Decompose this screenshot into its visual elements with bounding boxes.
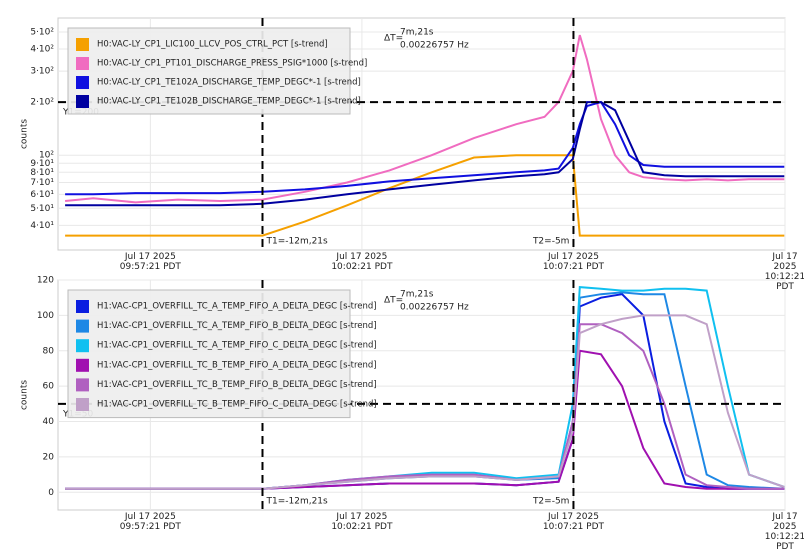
legend-swatch bbox=[76, 76, 89, 89]
legend-swatch bbox=[76, 300, 89, 313]
delta-label: ΔT= bbox=[384, 296, 403, 306]
y-tick-label: 5·10¹ bbox=[30, 204, 54, 214]
legend-swatch bbox=[76, 95, 89, 108]
y-tick-label: 20 bbox=[43, 452, 55, 462]
x-tick-label: Jul 17 2025 10:12:21 PDT bbox=[764, 512, 804, 551]
x-tick-label: Jul 17 2025 10:07:21 PDT bbox=[542, 252, 605, 272]
y-tick-label: 4·10² bbox=[30, 45, 54, 55]
cursor-label: T1=-12m,21s bbox=[265, 237, 328, 247]
y-tick-label: 3·10² bbox=[30, 67, 54, 77]
x-tick-label: Jul 17 2025 09:57:21 PDT bbox=[119, 252, 181, 272]
y-tick-label: 9·10¹ bbox=[30, 159, 54, 169]
delta-value: 7m,21s bbox=[400, 28, 434, 38]
cursor-label: T1=-12m,21s bbox=[265, 497, 328, 507]
y-tick-label: 6·10¹ bbox=[30, 190, 54, 200]
legend-swatch bbox=[76, 57, 89, 70]
cursor-label: T2=-5m bbox=[532, 497, 570, 507]
y-tick-label: 60 bbox=[43, 382, 55, 392]
series-line bbox=[65, 101, 785, 207]
legend-label: H1:VAC-CP1_OVERFILL_TC_B_TEMP_FIFO_B_DEL… bbox=[97, 380, 377, 390]
y-tick-label: 0 bbox=[48, 488, 54, 498]
series-line bbox=[65, 154, 785, 237]
x-tick-label: Jul 17 2025 09:57:21 PDT bbox=[119, 512, 181, 532]
legend-swatch bbox=[76, 398, 89, 411]
y-tick-label: 4·10¹ bbox=[30, 221, 54, 231]
legend-label: H0:VAC-LY_CP1_LIC100_LLCV_POS_CTRL_PCT [… bbox=[97, 40, 328, 50]
legend-swatch bbox=[76, 339, 89, 353]
x-tick-label: Jul 17 2025 10:12:21 PDT bbox=[764, 252, 804, 292]
legend-label: H1:VAC-CP1_OVERFILL_TC_A_TEMP_FIFO_B_DEL… bbox=[97, 321, 377, 331]
series-line bbox=[65, 314, 785, 490]
legend-label: H1:VAC-CP1_OVERFILL_TC_B_TEMP_FIFO_A_DEL… bbox=[97, 360, 377, 370]
legend-label: H0:VAC-LY_CP1_PT101_DISCHARGE_PRESS_PSIG… bbox=[97, 59, 367, 69]
legend-label: H0:VAC-LY_CP1_TE102B_DISCHARGE_TEMP_DEGC… bbox=[97, 97, 361, 107]
y-tick-label: 100 bbox=[37, 311, 54, 321]
y-tick-label: 120 bbox=[37, 276, 54, 286]
y-tick-label: 5·10² bbox=[30, 27, 54, 37]
frequency: 0.00226757 Hz bbox=[400, 41, 469, 51]
legend-label: H1:VAC-CP1_OVERFILL_TC_A_TEMP_FIFO_A_DEL… bbox=[97, 302, 377, 312]
legend-swatch bbox=[76, 358, 89, 372]
frequency: 0.00226757 Hz bbox=[400, 303, 469, 313]
y-axis-label: counts bbox=[20, 380, 30, 410]
x-tick-label: Jul 17 2025 10:02:21 PDT bbox=[331, 252, 393, 272]
y-tick-label: 40 bbox=[43, 417, 55, 427]
x-tick-label: Jul 17 2025 10:07:21 PDT bbox=[542, 512, 605, 532]
y-tick-label: 8·10¹ bbox=[30, 168, 54, 178]
cursor-label: T2=-5m bbox=[532, 237, 570, 247]
y-tick-label: 7·10¹ bbox=[30, 178, 54, 188]
delta-value: 7m,21s bbox=[400, 290, 434, 300]
delta-label: ΔT= bbox=[384, 34, 403, 44]
legend-label: H0:VAC-LY_CP1_TE102A_DISCHARGE_TEMP_DEGC… bbox=[97, 78, 361, 88]
legend-label: H1:VAC-CP1_OVERFILL_TC_B_TEMP_FIFO_C_DEL… bbox=[97, 400, 377, 410]
legend-label: H1:VAC-CP1_OVERFILL_TC_A_TEMP_FIFO_C_DEL… bbox=[97, 341, 377, 351]
series-line bbox=[65, 100, 785, 196]
y-tick-label: 2·10² bbox=[30, 98, 54, 108]
x-tick-label: Jul 17 2025 10:02:21 PDT bbox=[331, 512, 393, 532]
y-axis-label: counts bbox=[20, 119, 30, 149]
y-tick-label: 10² bbox=[39, 151, 54, 161]
series-group bbox=[65, 286, 785, 490]
legend-swatch bbox=[76, 378, 89, 392]
y-tick-label: 80 bbox=[43, 346, 55, 356]
legend-box bbox=[67, 27, 351, 115]
legend-swatch bbox=[76, 319, 89, 333]
legend-swatch bbox=[76, 38, 89, 51]
legend-box bbox=[67, 289, 351, 419]
